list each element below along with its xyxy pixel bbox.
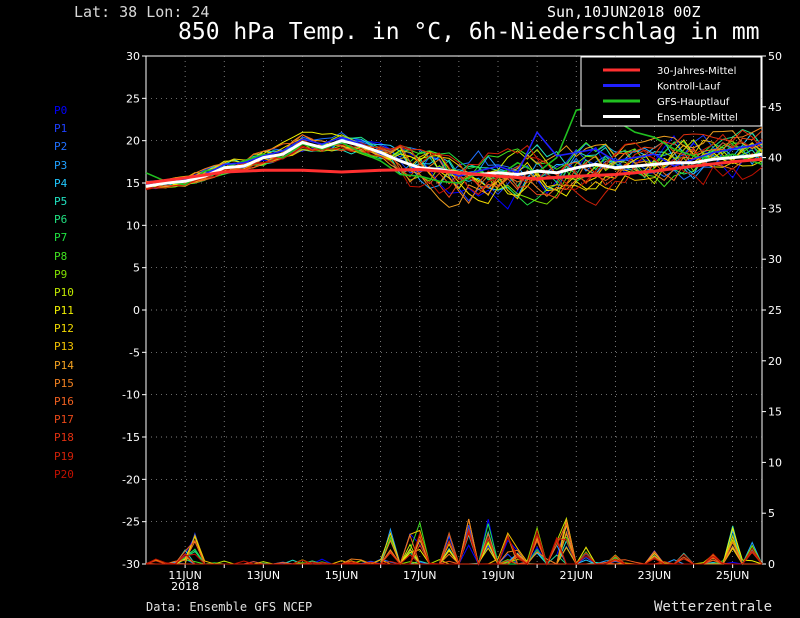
member-label-p6: P6 <box>54 213 68 227</box>
member-label-p20: P20 <box>54 467 74 481</box>
member-label-p12: P12 <box>54 322 74 336</box>
gfs-main-line <box>145 106 763 186</box>
temp-line-p18 <box>145 129 763 190</box>
y-left-tick-label: 15 <box>126 177 140 190</box>
member-label-p13: P13 <box>54 340 74 354</box>
member-label-p4: P4 <box>54 176 68 190</box>
member-label-p3: P3 <box>54 158 68 172</box>
member-label-p15: P15 <box>54 376 74 390</box>
y-right-tick-label: 15 <box>768 406 782 419</box>
y-right-tick-label: 30 <box>768 253 782 266</box>
y-right-tick-label: 40 <box>768 152 782 165</box>
x-tick-label: 11JUN <box>168 569 202 582</box>
temp-line-p10 <box>145 134 763 189</box>
x-tick-label: 19JUN <box>481 569 515 582</box>
x-tick-label: 13JUN <box>247 569 281 582</box>
precip-line-p5 <box>146 525 763 566</box>
y-left-tick-label: 5 <box>133 262 140 275</box>
member-label-p11: P11 <box>54 304 74 318</box>
member-label-p1: P1 <box>54 122 68 136</box>
member-label-p2: P2 <box>54 140 68 154</box>
y-right-tick-label: 10 <box>768 456 782 469</box>
y-left-tick-label: 0 <box>133 304 140 317</box>
brand-label: Wetterzentrale <box>654 599 773 615</box>
y-left-tick-label: 25 <box>126 92 140 105</box>
temp-line-p17 <box>145 130 763 199</box>
member-label-p0: P0 <box>54 104 68 117</box>
temp-line-p16 <box>145 134 763 195</box>
member-label-p18: P18 <box>54 431 74 445</box>
legend-entry-label: Ensemble-Mittel <box>657 113 738 124</box>
precip-line-p12 <box>146 524 762 566</box>
x-tick-label: 23JUN <box>638 569 672 582</box>
member-label-p14: P14 <box>54 358 74 372</box>
location-label: Lat: 38 Lon: 24 <box>74 3 210 21</box>
legend-entry-label: Kontroll-Lauf <box>657 82 721 93</box>
y-left-tick-label: -25 <box>122 516 140 529</box>
y-left-tick-label: 30 <box>126 50 140 63</box>
y-left-tick-label: 20 <box>126 135 140 148</box>
member-label-p17: P17 <box>54 413 74 427</box>
x-tick-label: 17JUN <box>403 569 437 582</box>
x-tick-label: 15JUN <box>325 569 359 582</box>
legend: 30-Jahres-Mittel Kontroll-Lauf GFS-Hauptla… <box>580 56 762 127</box>
member-label-p7: P7 <box>54 231 68 245</box>
precipitation-series <box>145 516 763 566</box>
member-list: P0 P1 P2 P3 P4 P5 P6 P7 P8 P9 P10 P11 P12 P13 P14 P15 P1… <box>54 102 74 484</box>
member-label-p9: P9 <box>54 267 68 281</box>
x-tick-year-label: 2018 <box>171 580 199 593</box>
climatology-line <box>145 157 763 185</box>
y-right-tick-label: 5 <box>768 507 775 520</box>
legend-entry-label: GFS-Hauptlauf <box>657 97 730 108</box>
y-right-tick-label: 20 <box>768 355 782 368</box>
member-label-p19: P19 <box>54 449 74 463</box>
run-date: Sun,10JUN2018 00Z <box>547 3 701 21</box>
x-tick-label: 21JUN <box>559 569 593 582</box>
data-source: Data: Ensemble GFS NCEP <box>146 600 313 614</box>
y-right-tick-label: 35 <box>768 202 782 215</box>
member-label-p5: P5 <box>54 194 68 208</box>
plot-frame <box>145 55 763 565</box>
chart-title: 850 hPa Temp. in °C, 6h-Niederschlag in … <box>178 19 760 45</box>
y-left-tick-label: 10 <box>126 219 140 232</box>
x-tick-label: 25JUN <box>716 569 750 582</box>
y-left-tick-label: -5 <box>129 346 140 359</box>
member-label-p10: P10 <box>54 285 74 299</box>
y-right-tick-label: 25 <box>768 304 782 317</box>
y-left-tick-label: -15 <box>122 431 140 444</box>
y-right-tick-label: 50 <box>768 50 782 63</box>
legend-entry-label: 30-Jahres-Mittel <box>657 66 736 77</box>
y-right-tick-label: 0 <box>768 558 775 571</box>
y-left-tick-label: -30 <box>122 558 140 571</box>
y-left-tick-label: -20 <box>122 473 140 486</box>
y-left-tick-label: -10 <box>122 389 140 402</box>
legend-box <box>580 56 762 127</box>
y-right-tick-label: 45 <box>768 101 782 114</box>
member-label-p8: P8 <box>54 249 68 263</box>
precip-line-p20 <box>145 528 763 566</box>
member-label-p16: P16 <box>54 395 74 408</box>
